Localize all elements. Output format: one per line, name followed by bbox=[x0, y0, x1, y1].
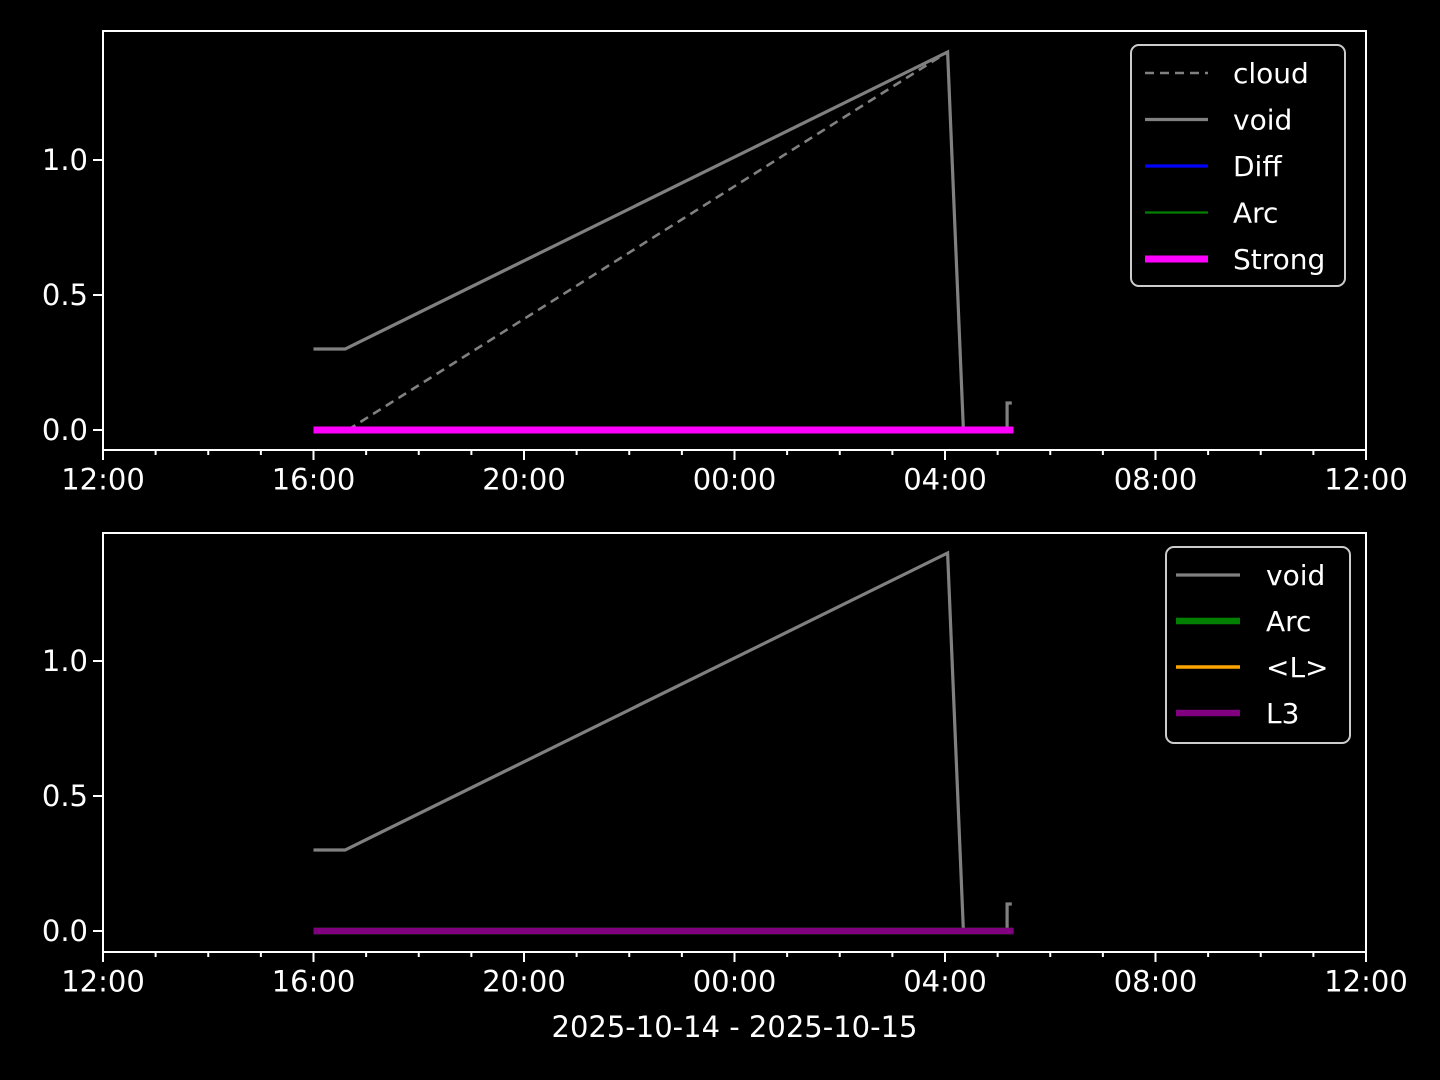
legend-label-arc: Arc bbox=[1266, 605, 1311, 638]
series-void-line bbox=[313, 550, 1012, 933]
legend-label-l3: L3 bbox=[1266, 697, 1299, 730]
legend-label-diff: Diff bbox=[1233, 150, 1282, 183]
legend-box bbox=[1130, 44, 1346, 287]
y-tick-label: 1.0 bbox=[42, 143, 88, 177]
x-tick-label: 08:00 bbox=[1114, 965, 1198, 999]
y-tick-label: 0.0 bbox=[42, 914, 88, 948]
subplot-bottom: 12:00 16:00 20:00 00:00 04:00 08:00 12:00 0.0 0.… bbox=[42, 532, 1408, 999]
x-tick-label: 20:00 bbox=[482, 965, 566, 999]
series-void-line bbox=[313, 49, 1012, 432]
y-tick-label: 0.5 bbox=[42, 278, 88, 312]
legend-label-arc: Arc bbox=[1233, 197, 1278, 230]
x-tick-label: 00:00 bbox=[693, 463, 777, 497]
x-axis-title: 2025-10-14 - 2025-10-15 bbox=[551, 1010, 918, 1044]
x-tick-label: 12:00 bbox=[61, 965, 145, 999]
x-tick-label: 12:00 bbox=[1324, 965, 1408, 999]
y-tick-label: 0.0 bbox=[42, 413, 88, 447]
y-tick-label: 1.0 bbox=[42, 644, 88, 678]
legend-label-cloud: cloud bbox=[1233, 57, 1309, 90]
x-tick-label: 04:00 bbox=[903, 463, 987, 497]
x-tick-label: 20:00 bbox=[482, 463, 566, 497]
x-tick-label: 12:00 bbox=[61, 463, 145, 497]
legend-label-strong: Strong bbox=[1233, 243, 1325, 276]
x-tick-label: 08:00 bbox=[1114, 463, 1198, 497]
x-tick-label: 12:00 bbox=[1324, 463, 1408, 497]
x-tick-label: 00:00 bbox=[693, 965, 777, 999]
legend-label-void: void bbox=[1233, 104, 1292, 137]
legend: cloud void Diff Arc Strong bbox=[1130, 44, 1346, 287]
x-tick-label: 04:00 bbox=[903, 965, 987, 999]
legend-box bbox=[1165, 546, 1351, 744]
legend-label-void: void bbox=[1266, 559, 1325, 592]
subplot-top: 12:00 16:00 20:00 00:00 04:00 08:00 12:00 0.0 0.… bbox=[42, 30, 1408, 497]
legend-label-l: <L> bbox=[1266, 651, 1329, 684]
x-tick-label: 16:00 bbox=[272, 965, 356, 999]
series-cloud-line bbox=[347, 50, 949, 432]
legend: void Arc <L> L3 bbox=[1165, 546, 1351, 744]
x-tick-label: 16:00 bbox=[272, 463, 356, 497]
y-tick-label: 0.5 bbox=[42, 779, 88, 813]
